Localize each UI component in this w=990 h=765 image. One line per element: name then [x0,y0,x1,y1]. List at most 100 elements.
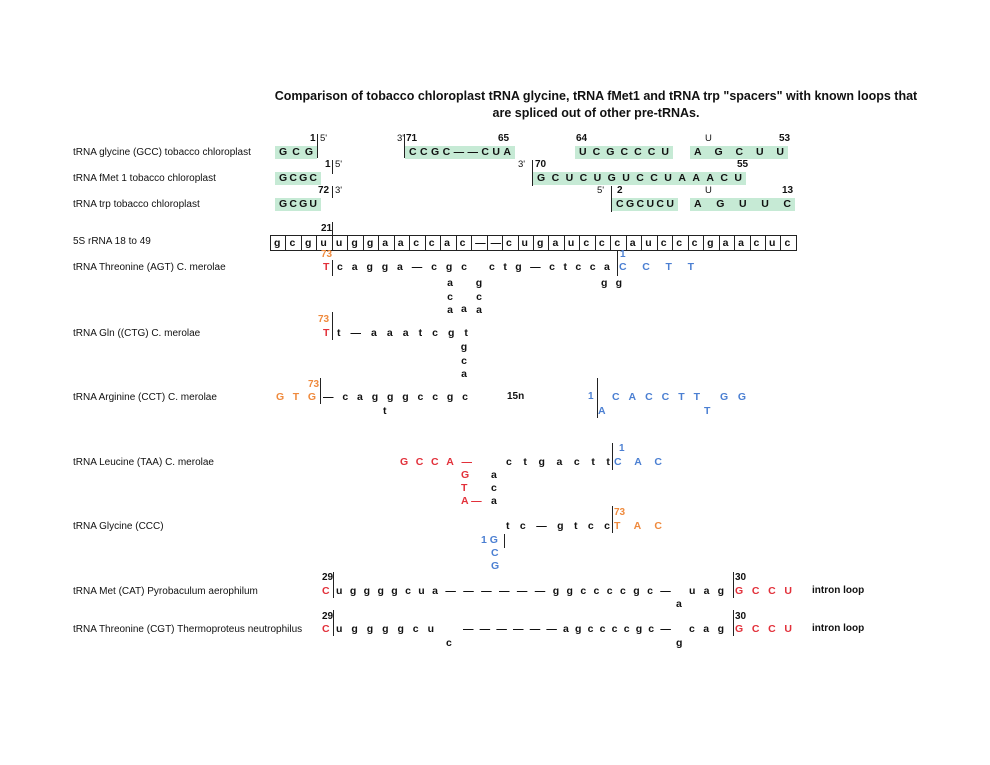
rrna-cell: a [395,236,411,250]
divider [612,443,613,470]
base: — [516,585,528,597]
base: c [506,456,512,468]
base: G [279,198,288,210]
divider [333,610,334,636]
base: g [366,623,374,635]
rrna-cell: a [735,236,751,250]
base: G [714,146,723,158]
thr2-num-29: 29 [322,611,334,622]
base: g [386,391,394,403]
base: G [299,172,308,184]
fmet-num-1: 1 [325,159,331,170]
thr-num-73: 73 [321,249,333,260]
base: G [400,456,409,468]
base: C [654,520,662,532]
base: U [309,198,317,210]
divider [404,134,405,158]
base: g [717,585,724,597]
leu-seq-0: G C C A — [400,456,472,469]
arg-15n: 15n [507,391,525,402]
thr2-seq-2: — — — — — — a g c c c c g c — [463,623,671,636]
base: — [530,261,541,273]
base: G [625,198,635,210]
met-a: a [676,598,682,610]
divider [320,378,321,404]
thr-col-mid: a [461,303,467,315]
base: g [446,391,454,403]
divider [332,260,333,276]
rrna-cell: a [627,236,643,250]
rrna-cell: u [317,236,333,250]
gly-num-1: 1 [310,133,316,144]
base: U [761,198,769,210]
divider [597,378,598,418]
rrna-cell: g [302,236,318,250]
base: u [427,623,434,635]
base: — [463,585,474,597]
base: T [693,391,700,403]
base: a [447,304,453,316]
base: C [431,456,439,468]
thr-t: T [323,261,330,273]
base: g [391,585,398,597]
base: — [534,585,546,597]
fmet-num-55: 55 [737,159,749,170]
met-num-30: 30 [735,572,747,583]
rrna-cell: g [348,236,364,250]
base: c [611,623,618,635]
trp-u: U [705,185,712,196]
base: g [371,391,379,403]
base: C [289,198,297,210]
base: C [616,198,624,210]
arg-t: t [383,405,387,417]
base: C [751,585,760,597]
base: A [503,146,511,158]
base: G [431,146,440,158]
arg-a: A [598,405,606,417]
base: — [411,261,423,273]
rrna-cell: c [751,236,766,250]
base: g [601,277,608,289]
met-seq-1: u g g g g c u a — — — — — — g g c c c c g c — [336,585,671,598]
base: c [462,391,468,403]
divider [617,250,618,276]
base: c [431,261,437,273]
base: a [386,327,393,339]
base: g [552,585,560,597]
rrna-cell: u [766,236,782,250]
base: — [529,623,541,635]
base: C [647,146,656,158]
base: t [591,456,595,468]
base: C [768,585,776,597]
base: G [279,146,288,158]
rrna-cell: c [286,236,302,250]
base: c [432,327,438,339]
base: g [349,585,357,597]
base: C [642,261,650,273]
base: G [720,391,729,403]
arg-num-1: 1 [588,391,594,402]
base: a [476,304,482,316]
base: c [689,623,695,635]
base: — [453,146,465,158]
rrna-cell: c [580,236,596,250]
met-num-29: 29 [322,572,334,583]
base: G [737,391,746,403]
base: — [463,623,474,635]
base: c [337,261,343,273]
base: — [461,456,472,468]
rrna-sequence-boxes: g c g u u g g a a c c a c — — c u g a u c c c a u c c c g a a c u c [270,235,797,251]
trp-num-72: 72 [318,185,330,196]
base: C [645,391,653,403]
base: G [606,146,615,158]
base: c [549,261,555,273]
base: g [402,391,409,403]
base: — [445,585,456,597]
divider [733,572,734,598]
base: — [499,585,510,597]
base: t [503,261,507,273]
glyc-num-73: 73 [614,507,626,518]
